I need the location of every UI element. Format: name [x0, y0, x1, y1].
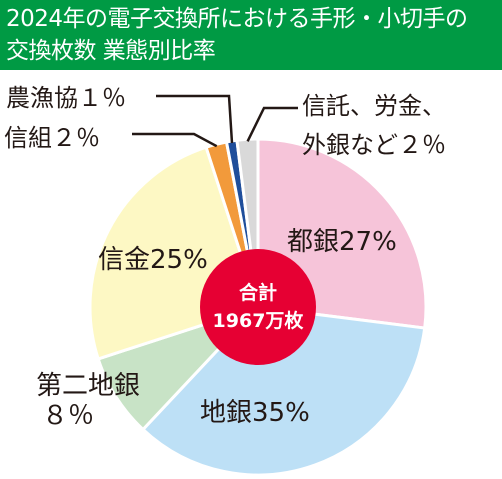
chart-header: 2024年の電子交換所における手形・小切手の 交換枚数 業態別比率 — [0, 0, 502, 70]
slice-label-daini-line-1: 第二地銀 — [36, 371, 140, 401]
leader-line-shinkumi — [132, 132, 218, 148]
slice-label-shinkumi: 信組２％ — [4, 124, 100, 152]
center-label-title: 合計 — [239, 281, 277, 304]
pie-slice-chigin — [141, 305, 427, 477]
chart-title-line-2: 交換枚数 業態別比率 — [6, 38, 216, 64]
center-label-total: 1967万枚 — [213, 309, 305, 332]
slice-label-shinkin: 信金25% — [98, 245, 208, 275]
slice-label-other-line-1: 信託、労金、 — [302, 92, 446, 120]
center-total-circle — [200, 249, 316, 365]
leader-line-nogyo — [156, 94, 234, 144]
slice-label-daini-line-2: ８％ — [42, 401, 94, 431]
leader-lines — [132, 94, 298, 148]
slice-label-toshigin: 都銀27% — [287, 227, 397, 257]
slice-label-other-line-2: 外銀など２％ — [302, 131, 446, 159]
slice-label-nogyo: 農漁協１％ — [6, 84, 126, 112]
slice-label-chigin: 地銀35% — [200, 398, 310, 428]
chart-title-line-1: 2024年の電子交換所における手形・小切手の — [6, 6, 468, 32]
leader-line-other — [246, 106, 298, 142]
